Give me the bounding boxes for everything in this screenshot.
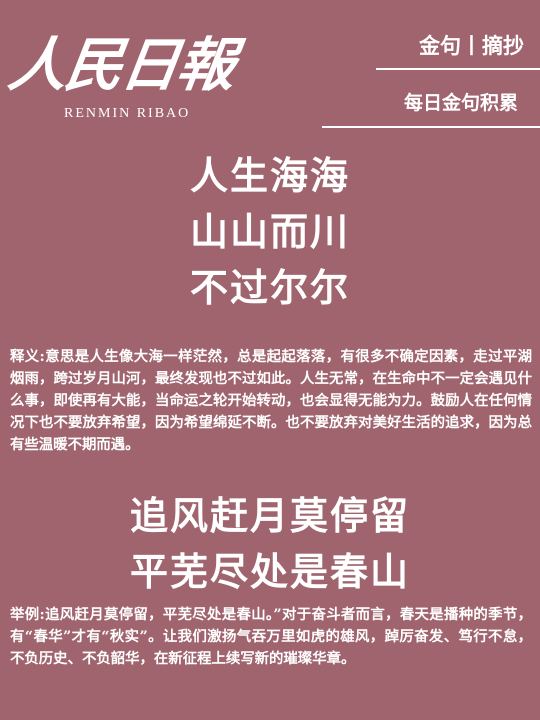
quote-2-line: 追风赶月莫停留 — [129, 493, 410, 538]
category-tag-text: 金句丨摘抄 — [419, 33, 524, 58]
quote-1: 人生海海 山山而川 不过尔尔 — [0, 148, 540, 316]
logo-pinyin: RENMIN RIBAO — [64, 106, 191, 121]
explanation-paragraph: 释义:意思是人生像大海一样茫然，总是起起落落，有很多不确定因素，走过平湖烟雨，跨… — [10, 348, 532, 453]
quote-1-line: 人生海海 — [189, 153, 350, 198]
subtitle-underline — [322, 126, 540, 128]
quote-1-line: 不过尔尔 — [189, 265, 350, 310]
renmin-ribao-logo: 人民日報 RENMIN RIBAO — [5, 18, 270, 130]
example-paragraph: 举例:追风赶月莫停留，平芜尽处是春山。”对于奋斗者而言，春天是播种的季节，有“春… — [10, 606, 532, 667]
quote-2: 追风赶月莫停留 平芜尽处是春山 — [0, 488, 540, 600]
quote-1-line: 山山而川 — [189, 209, 350, 254]
subtitle-tag: 每日金句积累 — [403, 92, 518, 114]
logo-title: 人民日報 — [4, 31, 239, 99]
category-tag: 金句丨摘抄 — [376, 26, 540, 70]
quote-2-line: 平芜尽处是春山 — [129, 549, 410, 594]
